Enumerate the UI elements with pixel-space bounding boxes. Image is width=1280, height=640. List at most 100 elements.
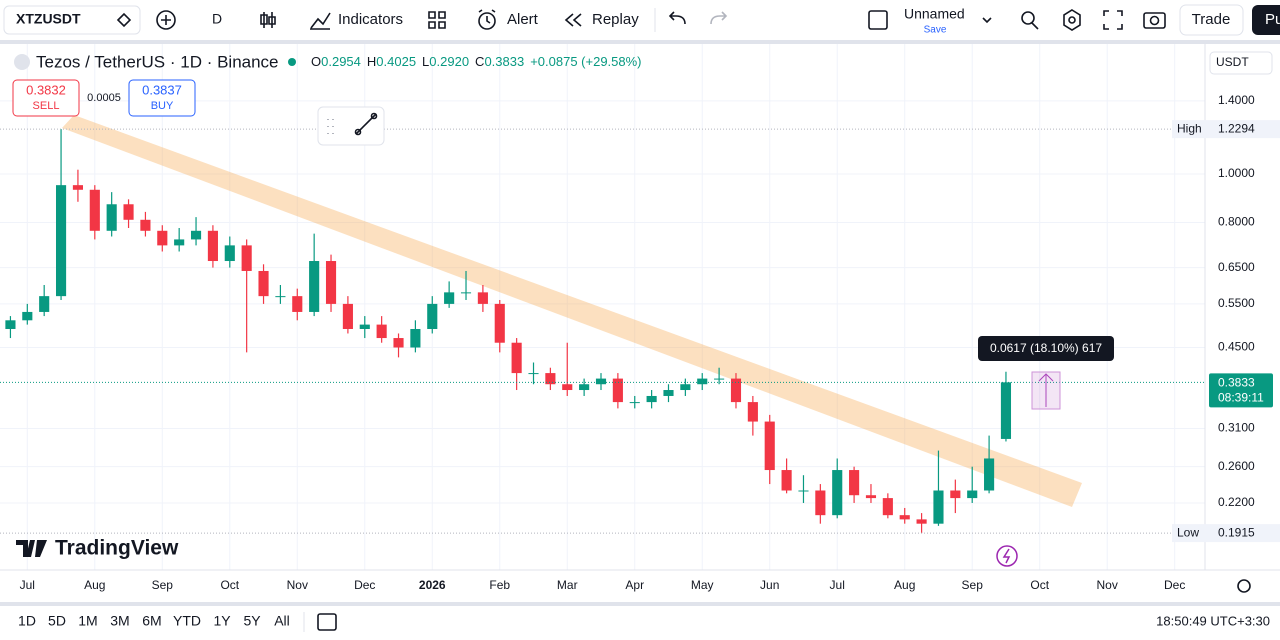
sell-button[interactable] bbox=[12, 79, 80, 117]
ohlc: O0.2954 H0.4025 L0.2920 C0.3833 +0.0875 (+29… bbox=[311, 54, 642, 69]
add-symbol-icon[interactable] bbox=[156, 10, 176, 30]
candle-body bbox=[899, 515, 910, 520]
range-button[interactable]: 6M bbox=[142, 613, 161, 629]
candle-body bbox=[849, 470, 860, 496]
ohlc-key: H bbox=[367, 54, 376, 69]
indicators-icon[interactable] bbox=[310, 12, 331, 30]
alert[interactable]: Alert bbox=[507, 11, 539, 28]
interval[interactable]: D bbox=[212, 11, 222, 27]
candle-body bbox=[764, 421, 775, 471]
range-button[interactable]: All bbox=[274, 613, 290, 629]
range-button[interactable]: 1M bbox=[78, 613, 97, 629]
events-bolt bbox=[1002, 548, 1011, 564]
x-tick-label: May bbox=[691, 578, 714, 592]
candle-body bbox=[494, 303, 505, 343]
drag-handle[interactable] bbox=[327, 119, 334, 134]
watermark: TradingView bbox=[55, 537, 179, 560]
x-tick-label: Apr bbox=[625, 578, 644, 592]
fullscreen-icon[interactable] bbox=[1103, 10, 1123, 30]
plus bbox=[161, 15, 171, 25]
sell-label[interactable]: SELL bbox=[33, 100, 60, 112]
x-tick-label: 2026 bbox=[419, 578, 446, 592]
candle-body bbox=[950, 490, 961, 499]
symbol[interactable]: XTZUSDT bbox=[16, 11, 81, 27]
sell-price[interactable]: 0.3832 bbox=[26, 82, 66, 97]
ohlc-key: O bbox=[311, 54, 321, 69]
candles-icon[interactable] bbox=[260, 12, 276, 28]
publish-button[interactable] bbox=[1252, 5, 1280, 35]
buy-price[interactable]: 0.3837 bbox=[142, 82, 182, 97]
range-button[interactable]: 5D bbox=[48, 613, 66, 629]
high-label-bg bbox=[1172, 120, 1280, 139]
range-button[interactable]: YTD bbox=[173, 613, 201, 629]
candle-body bbox=[72, 185, 83, 190]
alert-icon[interactable] bbox=[478, 12, 496, 30]
candle-body bbox=[359, 324, 370, 329]
snapshot-icon[interactable] bbox=[1143, 12, 1166, 29]
x-tick-label: Jun bbox=[760, 578, 779, 592]
trade[interactable]: Trade bbox=[1192, 11, 1231, 28]
symbol-box[interactable] bbox=[3, 5, 141, 35]
candle-body bbox=[224, 245, 235, 262]
goto-date-icon[interactable] bbox=[317, 613, 337, 631]
candle-body bbox=[916, 519, 927, 524]
measure-arrow bbox=[1038, 373, 1054, 407]
x-tick-label: Nov bbox=[1097, 578, 1118, 592]
ohlc-key: C bbox=[475, 54, 484, 69]
candle-body bbox=[342, 303, 353, 329]
layout-icon[interactable] bbox=[868, 10, 888, 30]
y-tick-label: 0.8000 bbox=[1218, 215, 1255, 229]
last-price: 0.3833 bbox=[1218, 376, 1255, 390]
replay-icon[interactable] bbox=[564, 13, 582, 27]
candle-body bbox=[798, 490, 809, 492]
x-tick-label: Feb bbox=[489, 578, 510, 592]
x-tick-label: Dec bbox=[354, 578, 375, 592]
templates-icon[interactable] bbox=[428, 11, 446, 29]
currency-box[interactable] bbox=[1209, 51, 1273, 75]
x-tick-label: Sep bbox=[962, 578, 984, 592]
chevron[interactable] bbox=[982, 17, 992, 24]
x-tick-label: Aug bbox=[84, 578, 105, 592]
candle-body bbox=[747, 402, 758, 422]
y-tick-label: 0.4500 bbox=[1218, 340, 1255, 354]
candle-body bbox=[325, 261, 337, 304]
currency[interactable]: USDT bbox=[1216, 55, 1249, 69]
range-button[interactable]: 3M bbox=[110, 613, 129, 629]
layout-name[interactable]: Unnamed bbox=[904, 6, 965, 22]
save[interactable]: Save bbox=[924, 25, 947, 36]
axis-settings-icon[interactable] bbox=[1237, 579, 1251, 593]
trade-button[interactable] bbox=[1179, 4, 1244, 36]
countdown: 08:39:11 bbox=[1218, 391, 1264, 405]
ohlc-value: 0.3833 bbox=[484, 54, 524, 69]
candle-body bbox=[579, 384, 590, 391]
search-icon[interactable] bbox=[1021, 11, 1035, 25]
high-price: 1.2294 bbox=[1218, 121, 1255, 135]
range-button[interactable]: 1D bbox=[18, 613, 36, 629]
candle-body bbox=[562, 384, 573, 391]
low-label-bg bbox=[1172, 524, 1280, 543]
settings-icon[interactable] bbox=[1063, 9, 1081, 31]
candle-body bbox=[528, 373, 539, 375]
events-icon[interactable] bbox=[996, 545, 1018, 567]
last-price-bg bbox=[1209, 373, 1273, 408]
candle-body bbox=[663, 390, 674, 396]
range-button[interactable]: 1Y bbox=[213, 613, 231, 629]
candle-body bbox=[967, 490, 978, 499]
indicators[interactable]: Indicators bbox=[338, 11, 403, 28]
candle-body bbox=[55, 185, 67, 297]
candle-body bbox=[460, 292, 472, 294]
publish[interactable]: Pu bbox=[1265, 11, 1280, 28]
range-button[interactable]: 5Y bbox=[243, 613, 261, 629]
trend-channel[interactable] bbox=[62, 115, 1082, 507]
candle-body bbox=[309, 261, 320, 312]
replay[interactable]: Replay bbox=[592, 11, 639, 28]
undo-icon[interactable] bbox=[668, 11, 686, 25]
axis: 1.4000 1.0000 0.8000 0.6500 0.5500 0.4500 0.31… bbox=[20, 93, 1280, 592]
y-tick-label: 0.5500 bbox=[1218, 296, 1255, 310]
redo-icon[interactable] bbox=[710, 11, 728, 25]
toolbar-border bbox=[0, 40, 1280, 44]
buy-label[interactable]: BUY bbox=[151, 100, 174, 112]
candle-body bbox=[292, 296, 303, 312]
drawing-toolbar bbox=[317, 106, 385, 146]
buy-button[interactable] bbox=[128, 79, 196, 117]
